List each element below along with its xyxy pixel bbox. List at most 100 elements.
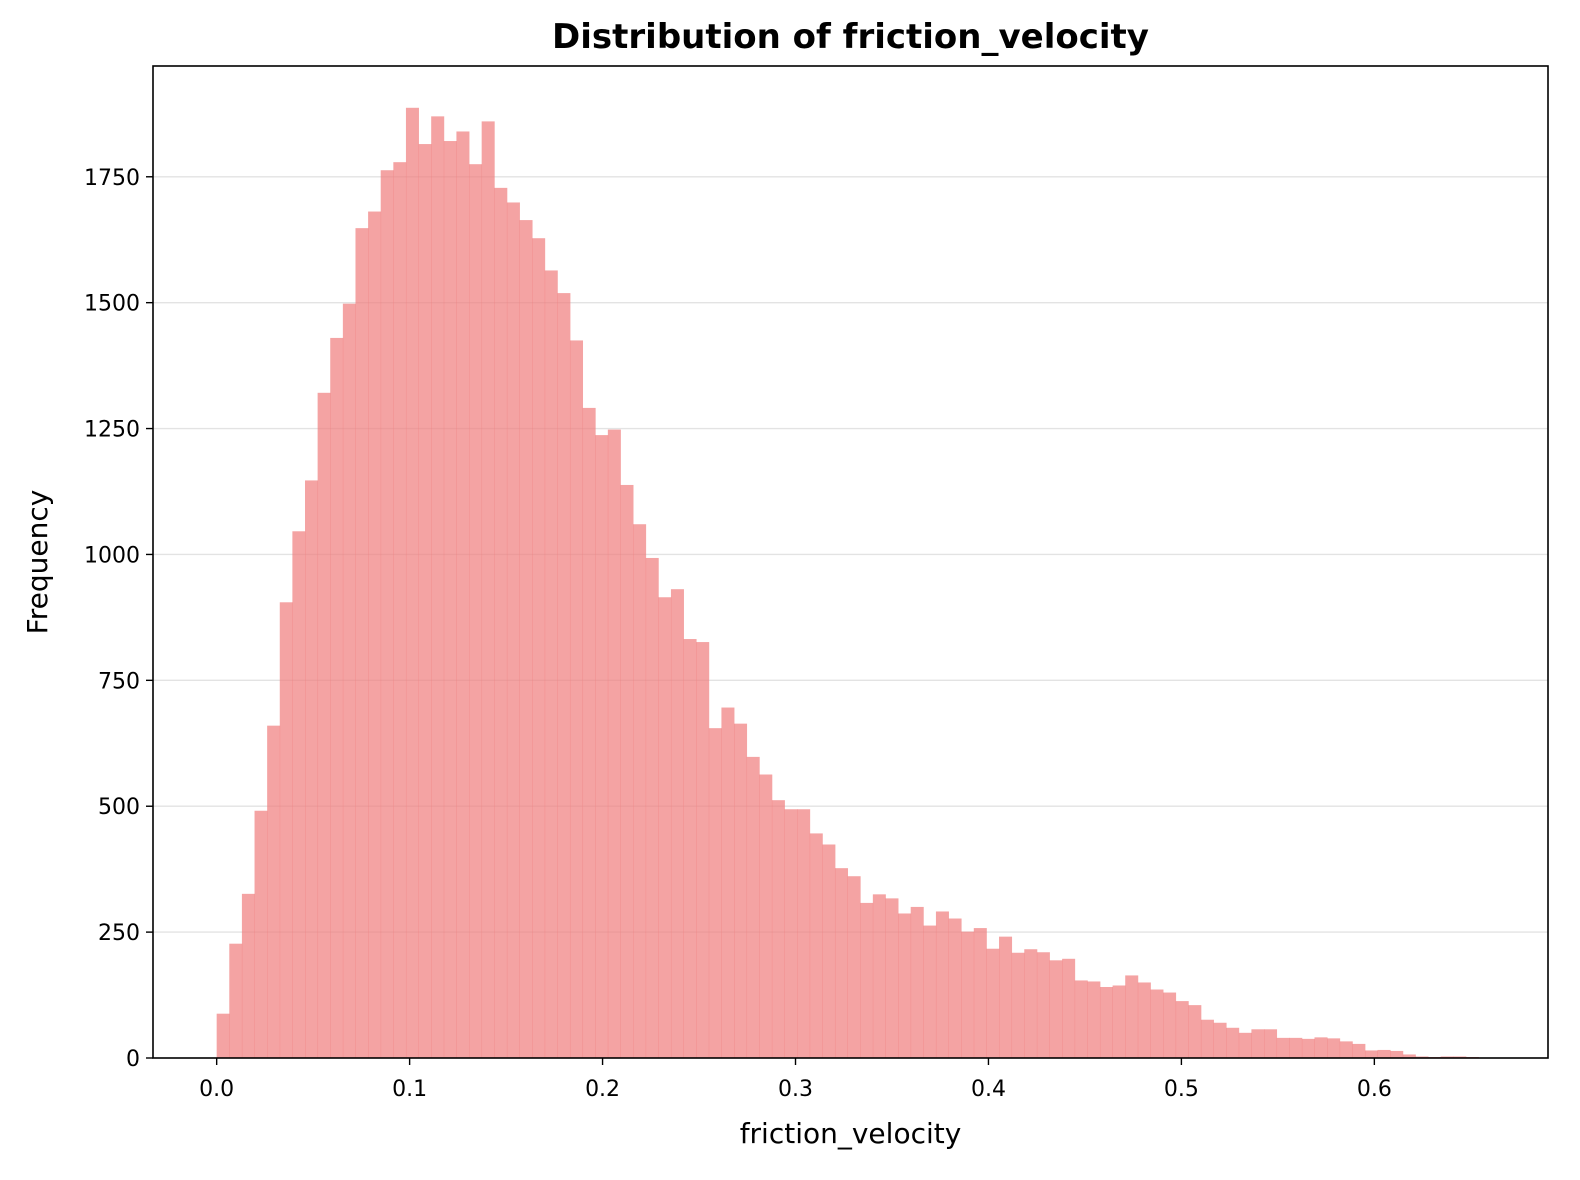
histogram-bar	[822, 844, 836, 1058]
histogram-bar	[595, 435, 609, 1058]
histogram-bar	[368, 211, 382, 1058]
histogram-bar	[267, 725, 281, 1058]
histogram-bar	[279, 602, 293, 1058]
histogram-bar	[645, 557, 659, 1058]
histogram-bar	[872, 894, 886, 1058]
histogram-bar	[431, 116, 445, 1058]
histogram-bar	[494, 187, 508, 1059]
histogram-bar	[1011, 952, 1025, 1058]
histogram-bar	[620, 484, 634, 1058]
histogram-bar	[254, 810, 268, 1058]
histogram-bar	[456, 131, 470, 1059]
histogram-bar	[1074, 980, 1088, 1058]
histogram-bar	[1062, 958, 1076, 1058]
histogram-bar	[544, 270, 558, 1058]
histogram-bar	[898, 913, 912, 1058]
histogram-bar	[1314, 1037, 1328, 1058]
histogram-bar	[1049, 960, 1063, 1058]
histogram-bar	[1238, 1032, 1252, 1058]
histogram-bar	[443, 141, 457, 1059]
y-tick-label: 500	[98, 795, 140, 820]
x-axis-label: friction_velocity	[740, 1117, 962, 1150]
histogram-bar	[1213, 1022, 1227, 1058]
histogram-bars	[216, 107, 1479, 1059]
x-tick-label: 0.1	[392, 1077, 427, 1102]
histogram-bar	[1099, 986, 1113, 1058]
histogram-bar	[708, 728, 722, 1058]
histogram-bar	[393, 162, 407, 1058]
histogram-bar	[1352, 1043, 1366, 1058]
histogram-bar	[1289, 1037, 1303, 1058]
histogram-bar	[1264, 1029, 1278, 1058]
histogram-bar	[1024, 949, 1038, 1058]
plot-area-frame	[152, 65, 1549, 1059]
histogram-bar	[342, 303, 356, 1059]
histogram-bar	[834, 868, 849, 1058]
histogram-bar	[910, 906, 924, 1058]
histogram-bar	[1036, 952, 1050, 1058]
histogram-bar	[1276, 1037, 1290, 1058]
histogram-bar	[1137, 982, 1151, 1058]
histogram-bar	[999, 936, 1013, 1058]
histogram-bar	[1125, 975, 1139, 1058]
histogram-bar	[582, 407, 596, 1058]
histogram-bar	[355, 228, 369, 1058]
histogram-bar	[633, 524, 647, 1058]
x-tick-label: 0.2	[585, 1077, 620, 1102]
histogram-bar	[721, 707, 735, 1058]
histogram-bar	[569, 340, 584, 1059]
histogram-bar	[519, 220, 533, 1059]
histogram-bar	[607, 429, 621, 1058]
histogram-bar	[885, 898, 899, 1058]
histogram-bar	[506, 202, 520, 1058]
histogram-bar	[1188, 1005, 1202, 1058]
histogram-bar	[1200, 1019, 1214, 1058]
histogram-bar	[241, 893, 255, 1058]
y-axis-ticks: 0 250 500 750 1000 1250 1500 1750	[84, 166, 153, 1072]
histogram-bar	[1402, 1054, 1416, 1058]
y-tick-label: 750	[98, 669, 140, 694]
histogram-bar	[1327, 1038, 1341, 1058]
histogram-bar	[746, 756, 760, 1058]
histogram-bar	[1377, 1049, 1391, 1058]
histogram-bar	[557, 293, 571, 1058]
y-tick-label: 1500	[84, 292, 140, 317]
histogram-bar	[292, 531, 306, 1058]
histogram-bar	[1251, 1029, 1265, 1058]
histogram-bar	[696, 642, 710, 1058]
y-tick-label: 0	[126, 1047, 140, 1072]
histogram-bar	[229, 943, 243, 1058]
histogram-bar	[860, 902, 874, 1058]
histogram-bar	[1150, 989, 1164, 1058]
histogram-bar	[380, 170, 394, 1058]
histogram-bar	[847, 876, 861, 1058]
histogram-bar	[418, 144, 432, 1058]
histogram-bar	[670, 589, 684, 1058]
histogram-bar	[1163, 992, 1177, 1058]
histogram-bar	[961, 931, 975, 1058]
y-axis-label: Frequency	[21, 490, 54, 635]
histogram-bar	[923, 925, 937, 1058]
histogram-bar	[771, 800, 785, 1058]
histogram-bar	[986, 948, 1000, 1058]
histogram-bar	[1339, 1041, 1353, 1058]
histogram-bar	[1175, 1001, 1189, 1058]
histogram-bar	[405, 107, 419, 1058]
histogram-bar	[784, 809, 798, 1058]
histogram-bar	[481, 121, 495, 1058]
histogram-bar	[1087, 981, 1101, 1058]
histogram-bar	[948, 918, 962, 1058]
y-tick-label: 250	[98, 921, 140, 946]
y-tick-label: 1250	[84, 418, 140, 443]
histogram-bar	[935, 911, 949, 1058]
x-axis-ticks: 0.0 0.1 0.2 0.3 0.4 0.5 0.6	[199, 1058, 1392, 1102]
histogram-bar	[809, 833, 823, 1058]
y-tick-label: 1750	[84, 166, 140, 191]
histogram-bar	[1390, 1050, 1404, 1058]
histogram-bar	[658, 597, 672, 1058]
histogram-bar	[330, 337, 344, 1058]
histogram-bar	[973, 928, 987, 1058]
histogram-bar	[759, 774, 773, 1058]
x-tick-label: 0.6	[1357, 1077, 1392, 1102]
